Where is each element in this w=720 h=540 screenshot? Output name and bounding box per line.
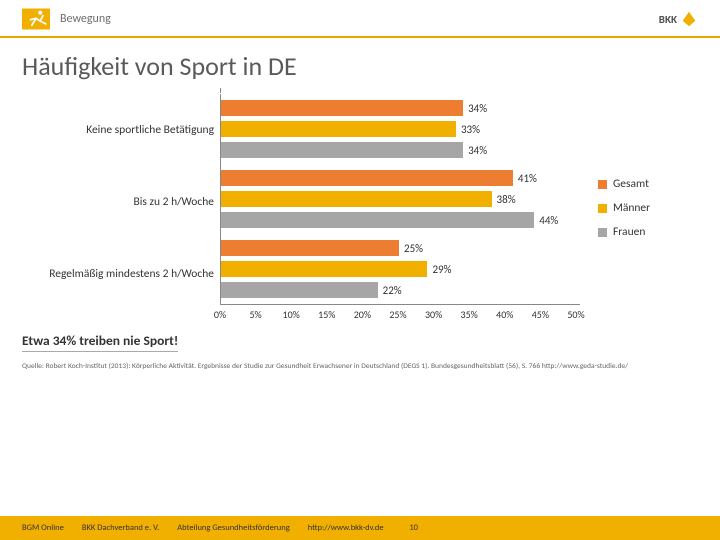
footer-item: BGM Online <box>22 523 64 533</box>
category-axis: Keine sportliche BetätigungBis zu 2 h/Wo… <box>20 94 220 322</box>
bar-group: 41%38% 44% <box>221 164 580 234</box>
axis-tick-label: 40% <box>496 308 513 321</box>
axis-tick-label: 20% <box>354 308 371 321</box>
bar-value-label: 44% <box>539 214 558 227</box>
brand-logo: BKK <box>659 10 698 28</box>
callout-text: Etwa 34% treiben nie Sport! <box>22 332 178 352</box>
legend-label: Männer <box>613 201 650 215</box>
legend-item: Gesamt <box>598 177 700 191</box>
bar-row: 34% <box>221 98 580 118</box>
bar-value-label: 33% <box>461 123 480 136</box>
axis-tick-label: 30% <box>425 308 442 321</box>
bar <box>221 100 463 116</box>
legend-label: Gesamt <box>613 177 649 191</box>
bar-row: 41% <box>221 168 580 188</box>
legend-label: Frauen <box>613 225 645 239</box>
axis-tick-label: 25% <box>389 308 406 321</box>
bar-value-label: 25% <box>404 242 423 255</box>
legend-swatch <box>598 228 607 237</box>
bar-chart: Keine sportliche BetätigungBis zu 2 h/Wo… <box>0 90 720 322</box>
bar-row: 25% <box>221 238 580 258</box>
bar <box>221 170 513 186</box>
footer-item: BKK Dachverband e. V. <box>82 523 159 533</box>
legend: Gesamt Männer Frauen <box>580 94 700 322</box>
bar-value-label: 41% <box>518 172 537 185</box>
plot-column: 34%33%34%41%38%44%25%29%22% 0%5%10%15%20… <box>220 94 580 322</box>
bar-value-label: 34% <box>468 144 487 157</box>
bar-group: 25% 29% 22% <box>221 234 580 304</box>
bar <box>221 282 378 298</box>
bar-value-label: 22% <box>383 284 402 297</box>
section-label: Bewegung <box>60 12 111 26</box>
bar-value-label: 29% <box>432 263 451 276</box>
brand-icon <box>680 10 698 28</box>
bar <box>221 212 534 228</box>
bar-value-label: 34% <box>468 102 487 115</box>
bar-value-label: 38% <box>497 193 516 206</box>
brand-text: BKK <box>659 13 677 26</box>
bar-row: 22% <box>221 280 580 300</box>
header-left: Bewegung <box>22 8 111 30</box>
category-label: Keine sportliche Betätigung <box>20 94 220 166</box>
axis-tick-label: 45% <box>532 308 549 321</box>
legend-swatch <box>598 180 607 189</box>
legend-item: Frauen <box>598 225 700 239</box>
runner-icon <box>22 8 50 30</box>
legend-item: Männer <box>598 201 700 215</box>
footer-bar: BGM Online BKK Dachverband e. V. Abteilu… <box>0 516 720 540</box>
bar-row: 33% <box>221 119 580 139</box>
bar-group: 34% 33% 34% <box>221 94 580 164</box>
bar <box>221 240 399 256</box>
bar-row: 34% <box>221 140 580 160</box>
page-title: Häufigkeit von Sport in DE <box>0 38 720 90</box>
bar <box>221 261 427 277</box>
axis-tick-label: 15% <box>318 308 335 321</box>
footer-item: Abteilung Gesundheitsförderung <box>177 523 289 533</box>
axis-tick-label: 35% <box>461 308 478 321</box>
category-label: Bis zu 2 h/Woche <box>20 166 220 238</box>
x-axis: 0%5%10%15%20%25%30%35%40%45%50% <box>220 308 580 322</box>
bar-row: 38% <box>221 189 580 209</box>
footer-item: http://www.bkk-dv.de <box>308 523 384 533</box>
bar-row: 44% <box>221 210 580 230</box>
axis-tick-label: 0% <box>214 308 226 321</box>
legend-swatch <box>598 204 607 213</box>
plot-area: 34% 33% 34% 41%38% 44% 25% 29% 22% <box>220 94 580 305</box>
axis-tick-label: 10% <box>283 308 300 321</box>
axis-tick-label: 5% <box>249 308 261 321</box>
bar <box>221 121 456 137</box>
bar <box>221 142 463 158</box>
page-number: 10 <box>409 523 418 533</box>
source-citation: Quelle: Robert Koch-Institut (2013): Kör… <box>0 352 720 372</box>
axis-tick-label: 50% <box>567 308 584 321</box>
category-label: Regelmäßig mindestens 2 h/Woche <box>20 238 220 310</box>
bar-row: 29% <box>221 259 580 279</box>
slide-header: Bewegung BKK <box>0 0 720 38</box>
bar <box>221 191 492 207</box>
